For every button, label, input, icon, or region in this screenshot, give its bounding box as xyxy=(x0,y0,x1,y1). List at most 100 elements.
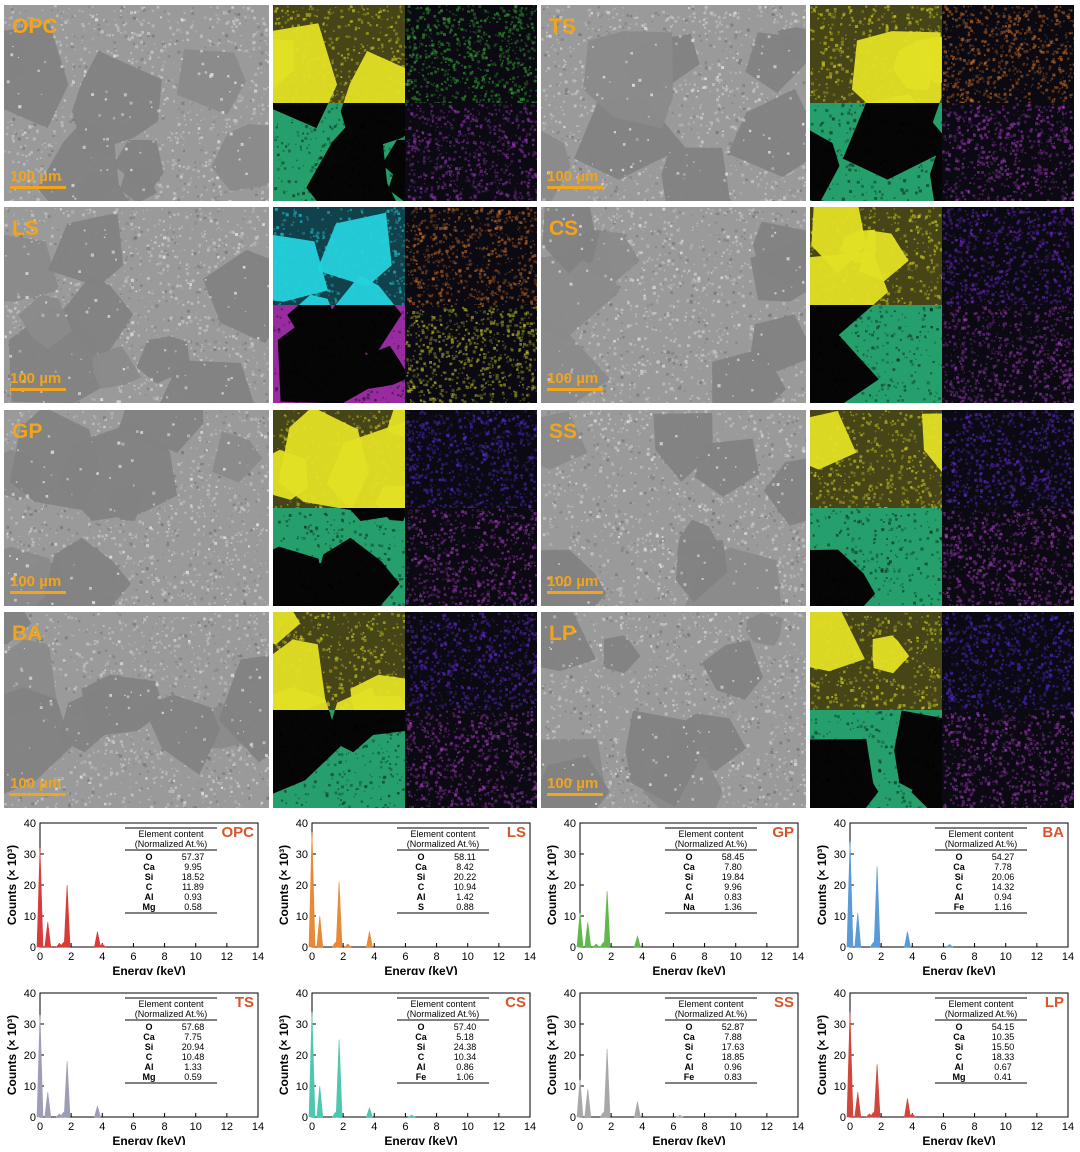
table-element: Al xyxy=(145,1062,154,1072)
table-value: 0.93 xyxy=(184,892,202,902)
x-tick-label: 4 xyxy=(99,951,105,963)
table-value: 10.34 xyxy=(454,1052,477,1062)
table-value: 57.68 xyxy=(182,1022,205,1032)
spectrum-sample-label: BA xyxy=(1042,824,1064,841)
table-value: 57.40 xyxy=(454,1022,477,1032)
table-value: 1.42 xyxy=(456,892,474,902)
y-axis-label: Counts (× 10³) xyxy=(5,1015,19,1095)
x-tick-label: 6 xyxy=(402,1121,408,1133)
table-element: O xyxy=(417,852,424,862)
scale-bar-label: 100 µm xyxy=(10,370,66,387)
y-axis-label: Counts (× 10³) xyxy=(545,845,559,925)
scale-bar-line xyxy=(547,793,603,796)
scale-bar-line xyxy=(10,388,66,391)
x-tick-label: 4 xyxy=(371,951,377,963)
table-value: 1.06 xyxy=(456,1072,474,1082)
panel-ss: SS 100 µm xyxy=(541,410,1074,606)
element-map-3 xyxy=(810,710,942,808)
spectrum-peak xyxy=(873,866,881,948)
table-value: 14.32 xyxy=(992,882,1015,892)
x-tick-label: 2 xyxy=(878,1121,884,1133)
element-map-2 xyxy=(942,207,1074,305)
table-value: 54.27 xyxy=(992,852,1015,862)
table-value: 9.95 xyxy=(184,862,202,872)
table-value: 0.96 xyxy=(724,1062,742,1072)
sample-label: LP xyxy=(549,622,576,646)
scale-bar-line xyxy=(10,186,66,189)
x-tick-label: 2 xyxy=(68,1121,74,1133)
x-tick-label: 6 xyxy=(130,951,136,963)
panel-ts: TS 100 µm xyxy=(541,5,1074,201)
y-tick-label: 40 xyxy=(834,818,846,830)
scale-bar: 100 µm xyxy=(10,370,66,391)
element-map-1 xyxy=(273,207,405,305)
eds-spectrum-ba: 0 2 4 6 8 10 12 14 0 10 20 30 40 Energy (keV) Counts (… xyxy=(810,815,1078,975)
spectrum-peak xyxy=(592,943,600,948)
spectrum-peak xyxy=(603,891,611,948)
y-tick-label: 30 xyxy=(24,1019,36,1031)
x-tick-label: 10 xyxy=(462,951,474,963)
spectrum-peak xyxy=(335,881,343,948)
x-tick-label: 4 xyxy=(99,1121,105,1133)
x-tick-label: 10 xyxy=(462,1121,474,1133)
element-map-4 xyxy=(942,710,1074,808)
scale-bar: 100 µm xyxy=(10,573,66,594)
element-map-2 xyxy=(942,5,1074,103)
x-tick-label: 6 xyxy=(670,1121,676,1133)
spectrum-peak xyxy=(308,832,316,948)
spectrum-peak xyxy=(366,1106,373,1118)
sample-label: BA xyxy=(12,622,42,646)
table-value: 7.88 xyxy=(724,1032,742,1042)
spectrum-peak xyxy=(846,841,854,948)
scale-bar: 100 µm xyxy=(547,168,603,189)
y-tick-label: 20 xyxy=(834,1050,846,1062)
x-tick-label: 6 xyxy=(940,1121,946,1133)
x-tick-label: 8 xyxy=(162,951,168,963)
eds-spectrum-gp: 0 2 4 6 8 10 12 14 0 10 20 30 40 Energy (keV) Counts (… xyxy=(540,815,808,975)
x-tick-label: 2 xyxy=(340,951,346,963)
spectrum-sample-label: GP xyxy=(772,824,794,841)
x-tick-label: 10 xyxy=(1000,951,1012,963)
table-element: Fe xyxy=(684,1072,695,1082)
x-tick-label: 12 xyxy=(221,951,233,963)
x-tick-label: 2 xyxy=(608,1121,614,1133)
y-tick-label: 30 xyxy=(834,849,846,861)
spectrum-peak xyxy=(873,1064,881,1118)
table-element: Fe xyxy=(416,1072,427,1082)
x-tick-label: 4 xyxy=(639,1121,645,1133)
sem-image: LS 100 µm xyxy=(4,207,269,403)
y-tick-label: 40 xyxy=(296,988,308,1000)
table-value: 7.75 xyxy=(184,1032,202,1042)
x-tick-label: 6 xyxy=(402,951,408,963)
spectrum-peak xyxy=(908,1113,916,1118)
spectrum-peak xyxy=(63,884,71,948)
table-value: 1.36 xyxy=(724,902,742,912)
element-map-4 xyxy=(405,710,537,808)
spectrum-peak xyxy=(576,912,584,948)
element-map-3 xyxy=(810,508,942,606)
spectrum-peak xyxy=(904,1098,911,1118)
spectrum-peak xyxy=(854,1092,862,1118)
table-element: C xyxy=(418,1052,425,1062)
spectrum-peak xyxy=(584,922,592,948)
element-map-4 xyxy=(942,508,1074,606)
x-tick-label: 12 xyxy=(1031,1121,1043,1133)
table-value: 17.63 xyxy=(722,1042,745,1052)
table-element: Si xyxy=(417,1042,426,1052)
y-tick-label: 40 xyxy=(834,988,846,1000)
scale-bar-line xyxy=(547,388,603,391)
panel-lp: LP 100 µm xyxy=(541,612,1074,808)
table-element: O xyxy=(685,852,692,862)
table-value: 0.67 xyxy=(994,1062,1012,1072)
scale-bar: 100 µm xyxy=(10,775,66,796)
y-tick-label: 20 xyxy=(834,880,846,892)
element-map-1 xyxy=(810,207,942,305)
x-tick-label: 10 xyxy=(1000,1121,1012,1133)
eds-spectrum-opc: 0 2 4 6 8 10 12 14 0 10 20 30 40 Energy (keV) Counts (… xyxy=(0,815,268,975)
table-subheader: (Normalized At.%) xyxy=(407,839,480,849)
y-tick-label: 0 xyxy=(840,942,846,954)
table-value: 58.11 xyxy=(454,852,476,862)
table-element: Fe xyxy=(954,902,965,912)
x-tick-label: 12 xyxy=(1031,951,1043,963)
spectrum-sample-label: TS xyxy=(235,994,254,1011)
